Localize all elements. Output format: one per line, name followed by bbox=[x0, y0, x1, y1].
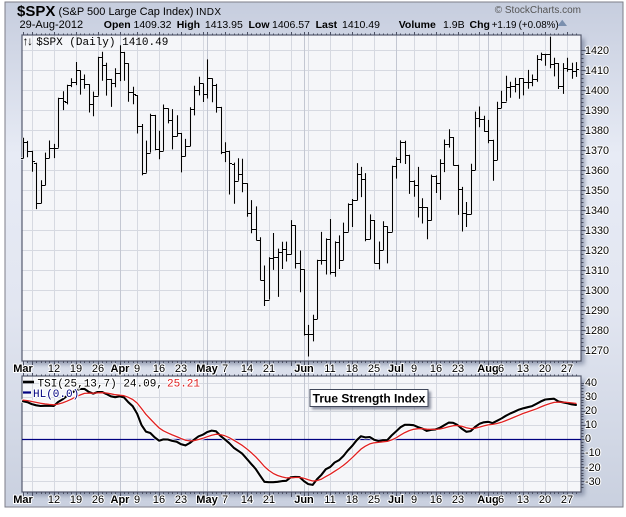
svg-text:Jul: Jul bbox=[388, 363, 404, 375]
svg-text:25: 25 bbox=[368, 494, 380, 506]
svg-text:16: 16 bbox=[153, 494, 165, 506]
svg-text:18: 18 bbox=[346, 363, 358, 375]
svg-text:1410: 1410 bbox=[585, 65, 609, 77]
svg-text:Chg: Chg bbox=[470, 19, 490, 31]
svg-text:1380: 1380 bbox=[585, 125, 609, 137]
svg-text:10: 10 bbox=[585, 419, 597, 431]
svg-text:Mar: Mar bbox=[13, 494, 33, 506]
svg-text:Apr: Apr bbox=[111, 494, 131, 506]
svg-text:1406.57: 1406.57 bbox=[272, 19, 310, 31]
svg-text:9: 9 bbox=[411, 494, 417, 506]
svg-text:9: 9 bbox=[411, 363, 417, 375]
svg-text:14: 14 bbox=[241, 494, 253, 506]
svg-text:30: 30 bbox=[585, 391, 597, 403]
svg-text:14: 14 bbox=[241, 363, 253, 375]
svg-text:13: 13 bbox=[517, 363, 529, 375]
svg-text:7: 7 bbox=[222, 494, 228, 506]
svg-text:21: 21 bbox=[263, 363, 275, 375]
svg-text:23: 23 bbox=[175, 363, 187, 375]
svg-text:6: 6 bbox=[498, 494, 504, 506]
svg-text:High: High bbox=[177, 19, 200, 31]
svg-text:Jul: Jul bbox=[388, 494, 404, 506]
svg-text:May: May bbox=[196, 494, 218, 506]
svg-text:1290: 1290 bbox=[585, 305, 609, 317]
svg-text:1320: 1320 bbox=[585, 245, 609, 257]
svg-text:HL(0.0): HL(0.0) bbox=[33, 389, 79, 401]
svg-text:1360: 1360 bbox=[585, 165, 609, 177]
svg-text:True Strength Index: True Strength Index bbox=[313, 392, 426, 406]
svg-text:12: 12 bbox=[48, 363, 60, 375]
svg-text:Jun: Jun bbox=[294, 494, 314, 506]
svg-text:1340: 1340 bbox=[585, 205, 609, 217]
svg-text:7: 7 bbox=[222, 363, 228, 375]
svg-text:23: 23 bbox=[175, 494, 187, 506]
svg-text:21: 21 bbox=[263, 494, 275, 506]
svg-text:25: 25 bbox=[368, 363, 380, 375]
svg-text:1.9B: 1.9B bbox=[443, 19, 465, 31]
svg-text:16: 16 bbox=[153, 363, 165, 375]
svg-text:13: 13 bbox=[517, 494, 529, 506]
svg-text:May: May bbox=[196, 363, 218, 375]
svg-text:19: 19 bbox=[70, 494, 82, 506]
svg-text:(S&P 500 Large Cap Index): (S&P 500 Large Cap Index) bbox=[59, 6, 194, 18]
svg-text:↑↓: ↑↓ bbox=[23, 34, 33, 48]
svg-text:0: 0 bbox=[585, 433, 591, 445]
svg-text:TSI(25,13,7) 24.09,: TSI(25,13,7) 24.09, bbox=[38, 379, 163, 391]
svg-text:1370: 1370 bbox=[585, 145, 609, 157]
svg-text:-10: -10 bbox=[585, 447, 601, 459]
svg-text:27: 27 bbox=[561, 494, 573, 506]
svg-text:1409.32: 1409.32 bbox=[134, 19, 172, 31]
svg-text:16: 16 bbox=[430, 494, 442, 506]
svg-text:26: 26 bbox=[92, 494, 104, 506]
svg-text:(+0.08%): (+0.08%) bbox=[519, 20, 559, 31]
svg-text:18: 18 bbox=[346, 494, 358, 506]
svg-text:+1.19: +1.19 bbox=[492, 20, 517, 31]
svg-text:-20: -20 bbox=[585, 462, 601, 474]
svg-text:© StockCharts.com: © StockCharts.com bbox=[495, 5, 581, 16]
svg-text:1310: 1310 bbox=[585, 265, 609, 277]
svg-text:Low: Low bbox=[249, 19, 271, 31]
svg-text:16: 16 bbox=[430, 363, 442, 375]
svg-text:Volume: Volume bbox=[399, 19, 436, 31]
svg-text:11: 11 bbox=[324, 494, 335, 506]
svg-text:25.21: 25.21 bbox=[167, 379, 200, 391]
svg-text:INDX: INDX bbox=[196, 7, 222, 18]
svg-text:$SPX (Daily) 1410.49: $SPX (Daily) 1410.49 bbox=[36, 37, 168, 49]
svg-text:1270: 1270 bbox=[585, 345, 609, 357]
svg-text:Mar: Mar bbox=[13, 363, 33, 375]
svg-text:Aug: Aug bbox=[477, 363, 498, 375]
svg-text:Apr: Apr bbox=[111, 363, 131, 375]
svg-text:1410.49: 1410.49 bbox=[342, 19, 380, 31]
svg-text:23: 23 bbox=[452, 494, 464, 506]
svg-text:1280: 1280 bbox=[585, 325, 609, 337]
svg-text:1300: 1300 bbox=[585, 285, 609, 297]
svg-text:6: 6 bbox=[498, 363, 504, 375]
svg-text:20: 20 bbox=[585, 405, 597, 417]
svg-text:26: 26 bbox=[92, 363, 104, 375]
svg-text:-30: -30 bbox=[585, 476, 601, 488]
svg-text:1413.95: 1413.95 bbox=[205, 19, 243, 31]
svg-text:$SPX: $SPX bbox=[17, 3, 55, 20]
svg-text:20: 20 bbox=[539, 363, 551, 375]
svg-text:Aug: Aug bbox=[477, 494, 498, 506]
svg-text:20: 20 bbox=[539, 494, 551, 506]
svg-text:Last: Last bbox=[316, 19, 338, 31]
svg-text:9: 9 bbox=[134, 494, 140, 506]
svg-text:1390: 1390 bbox=[585, 105, 609, 117]
svg-text:1400: 1400 bbox=[585, 85, 609, 97]
svg-text:19: 19 bbox=[70, 363, 82, 375]
svg-text:1420: 1420 bbox=[585, 45, 609, 57]
svg-text:27: 27 bbox=[561, 363, 573, 375]
svg-text:23: 23 bbox=[452, 363, 464, 375]
svg-text:40: 40 bbox=[585, 377, 597, 389]
svg-text:9: 9 bbox=[134, 363, 140, 375]
svg-text:1350: 1350 bbox=[585, 185, 609, 197]
svg-text:Open: Open bbox=[104, 19, 131, 31]
svg-text:Jun: Jun bbox=[294, 363, 314, 375]
svg-text:1330: 1330 bbox=[585, 225, 609, 237]
svg-text:12: 12 bbox=[48, 494, 60, 506]
svg-text:11: 11 bbox=[324, 363, 335, 375]
svg-text:29-Aug-2012: 29-Aug-2012 bbox=[20, 19, 84, 31]
